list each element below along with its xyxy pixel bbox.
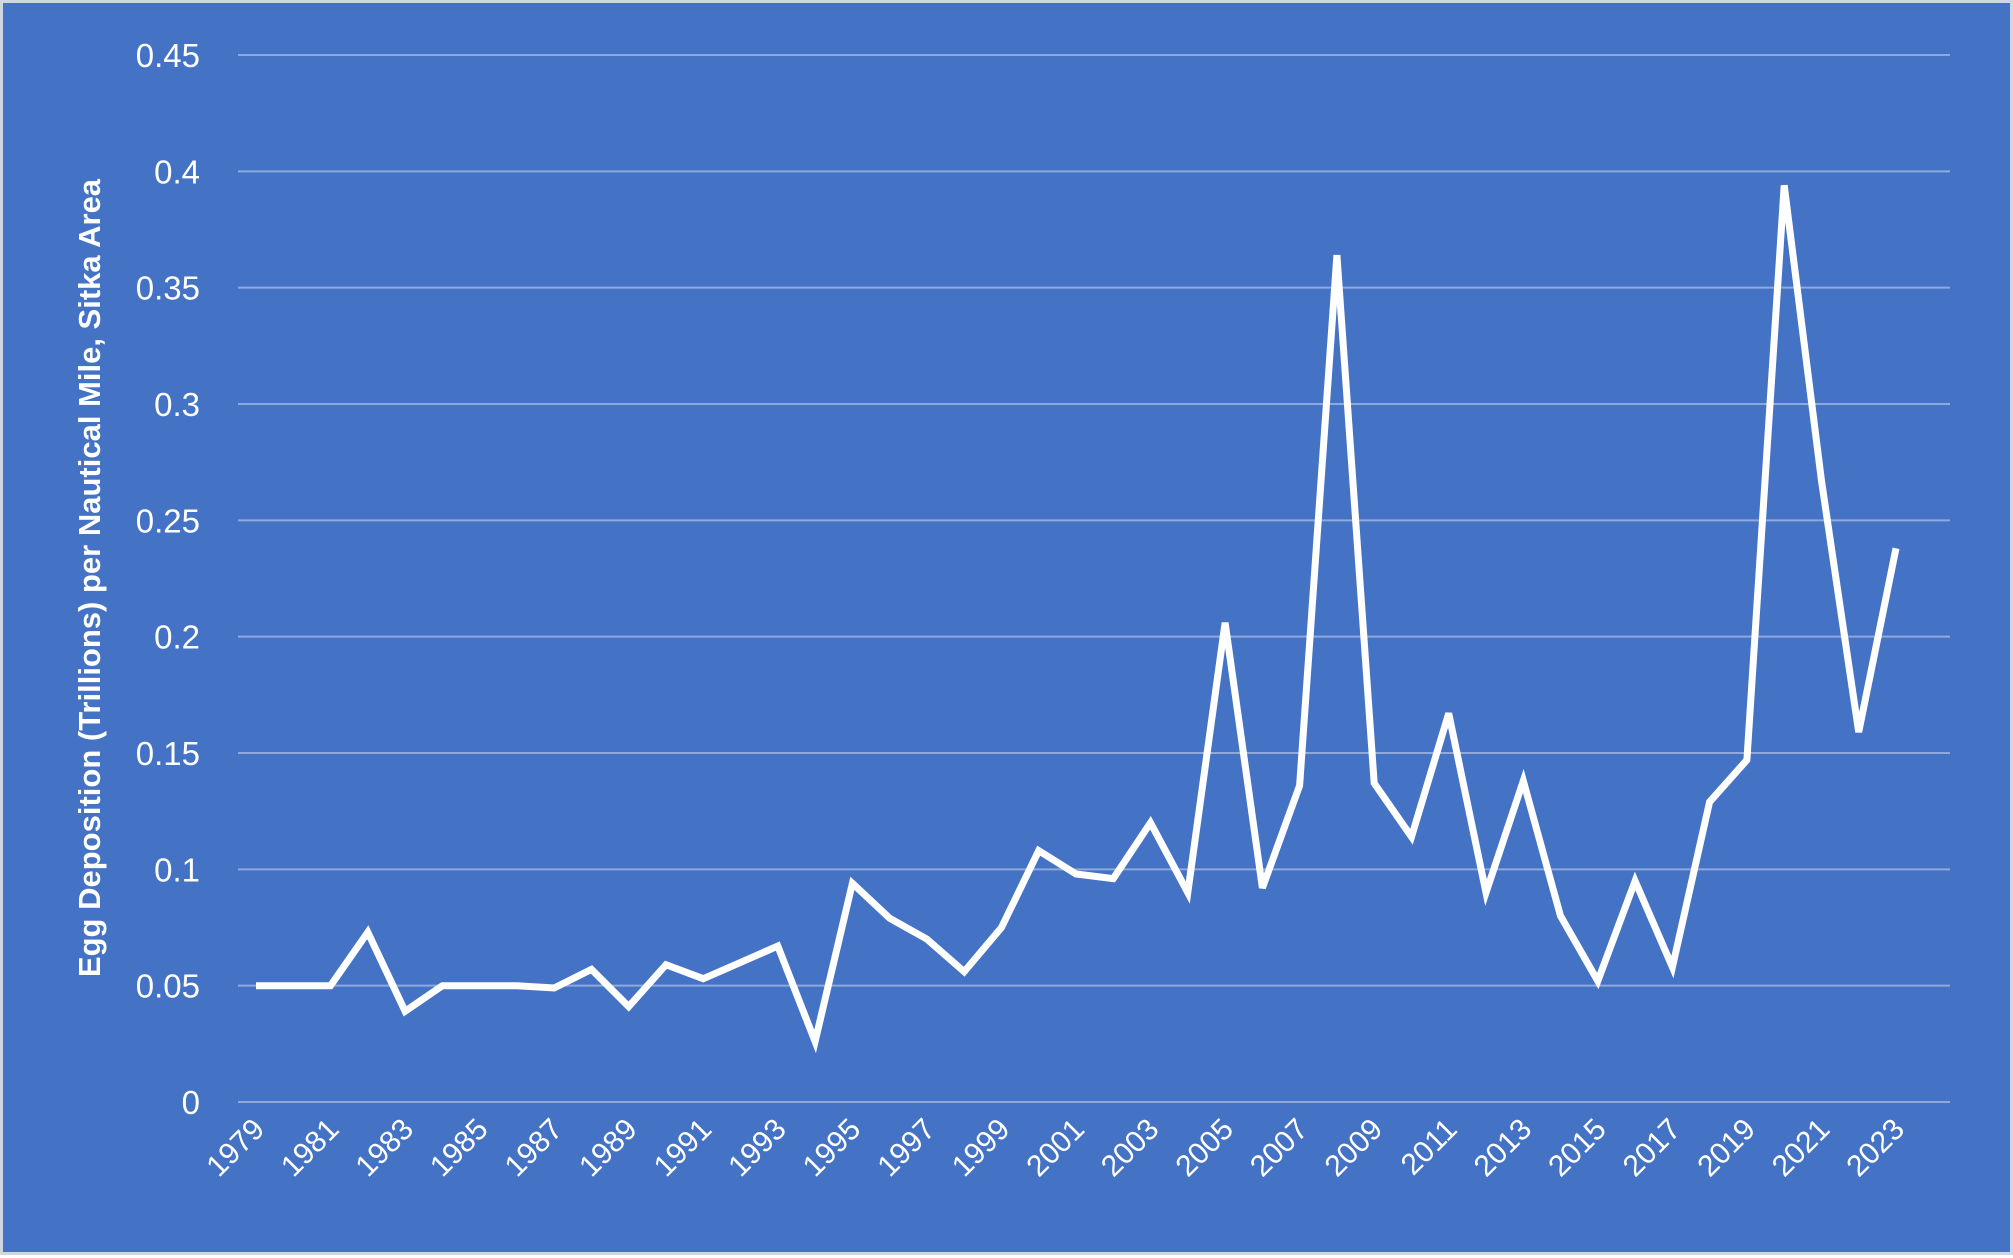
y-tick-label: 0 bbox=[182, 1084, 200, 1121]
x-tick-label: 1997 bbox=[871, 1113, 942, 1184]
line-chart: 00.050.10.150.20.250.30.350.40.45 1979 19… bbox=[72, 37, 1950, 1184]
x-tick-label: 1989 bbox=[573, 1113, 644, 1184]
y-tick-label: 0.4 bbox=[154, 153, 200, 190]
x-axis-ticks: 1979 1981 1983 1985 1987 1989 1991 1993 1995 1997… bbox=[200, 1113, 1911, 1184]
x-tick-label: 1981 bbox=[275, 1113, 346, 1184]
x-tick-label: 2009 bbox=[1319, 1113, 1390, 1184]
y-tick-label: 0.35 bbox=[136, 270, 200, 307]
y-tick-label: 0.1 bbox=[154, 851, 200, 888]
y-tick-label: 0.3 bbox=[154, 386, 200, 423]
x-tick-label: 2011 bbox=[1395, 1113, 1464, 1182]
x-tick-label: 1991 bbox=[648, 1113, 719, 1184]
y-tick-label: 0.25 bbox=[136, 502, 200, 539]
series-layer bbox=[256, 184, 1900, 1054]
x-tick-label: 1983 bbox=[350, 1113, 421, 1184]
y-tick-label: 0.45 bbox=[136, 37, 200, 74]
x-tick-label: 2003 bbox=[1095, 1113, 1166, 1184]
x-tick-label: 2021 bbox=[1766, 1113, 1837, 1184]
y-tick-label: 0.05 bbox=[136, 968, 200, 1005]
x-tick-label: 2015 bbox=[1542, 1113, 1613, 1184]
gridlines bbox=[238, 54, 1950, 1103]
x-tick-label: 1999 bbox=[946, 1113, 1017, 1184]
y-tick-label: 0.15 bbox=[136, 735, 200, 772]
x-tick-label: 1985 bbox=[424, 1113, 495, 1184]
x-tick-label: 1979 bbox=[200, 1113, 271, 1184]
y-tick-label: 0.2 bbox=[154, 619, 200, 656]
series-line bbox=[256, 184, 1900, 1054]
x-tick-label: 2019 bbox=[1691, 1113, 1762, 1184]
x-tick-label: 2023 bbox=[1840, 1113, 1911, 1184]
x-tick-label: 1993 bbox=[722, 1113, 793, 1184]
x-tick-label: 2007 bbox=[1244, 1113, 1315, 1184]
x-tick-label: 2013 bbox=[1468, 1113, 1539, 1184]
x-tick-label: 2001 bbox=[1020, 1113, 1091, 1184]
x-tick-label: 1987 bbox=[499, 1113, 570, 1184]
y-axis-title: Egg Deposition (Trillions) per Nautical … bbox=[72, 178, 107, 977]
x-tick-label: 2017 bbox=[1617, 1113, 1688, 1184]
x-tick-label: 1995 bbox=[797, 1113, 868, 1184]
y-axis-ticks: 0 0.05 0.1 0.15 0.2 0.25 0.3 0.35 0.4 0.45 bbox=[136, 37, 200, 1121]
x-tick-label: 2005 bbox=[1170, 1113, 1241, 1184]
